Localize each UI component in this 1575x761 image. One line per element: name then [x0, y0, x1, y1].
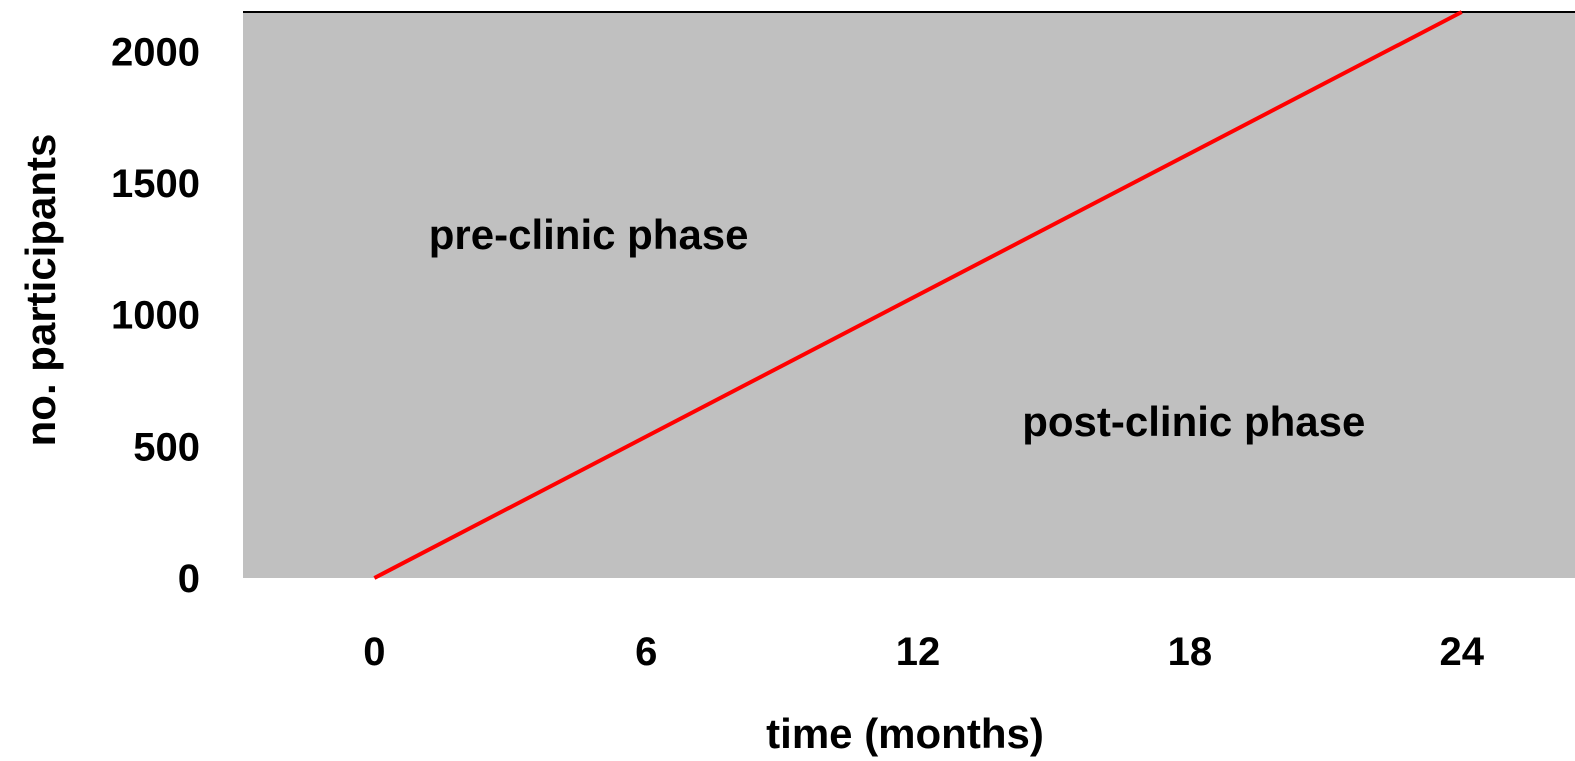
- y-tick-label: 1000: [111, 294, 200, 338]
- annotation-1: post-clinic phase: [1022, 398, 1365, 445]
- x-tick-label: 12: [896, 630, 941, 674]
- y-axis-ticks: 0 500 1000 1500 2000: [111, 30, 200, 601]
- plot-area: [243, 12, 1575, 578]
- series-line-0: [373, 10, 1463, 580]
- x-tick-label: 6: [635, 630, 657, 674]
- x-tick-label: 24: [1439, 630, 1484, 674]
- x-axis-ticks: 0 6 12 18 24: [363, 630, 1484, 674]
- x-axis-title: time (months): [766, 710, 1044, 757]
- annotation-0: pre-clinic phase: [429, 211, 749, 258]
- y-tick-label: 500: [133, 425, 200, 469]
- y-tick-label: 2000: [111, 30, 200, 74]
- y-tick-label: 0: [178, 557, 200, 601]
- series-layer: [373, 10, 1463, 580]
- x-tick-label: 0: [363, 630, 385, 674]
- y-tick-label: 1500: [111, 162, 200, 206]
- annotations: pre-clinic phase post-clinic phase: [429, 211, 1366, 445]
- y-axis-title: no. participants: [17, 134, 64, 447]
- x-tick-label: 18: [1168, 630, 1213, 674]
